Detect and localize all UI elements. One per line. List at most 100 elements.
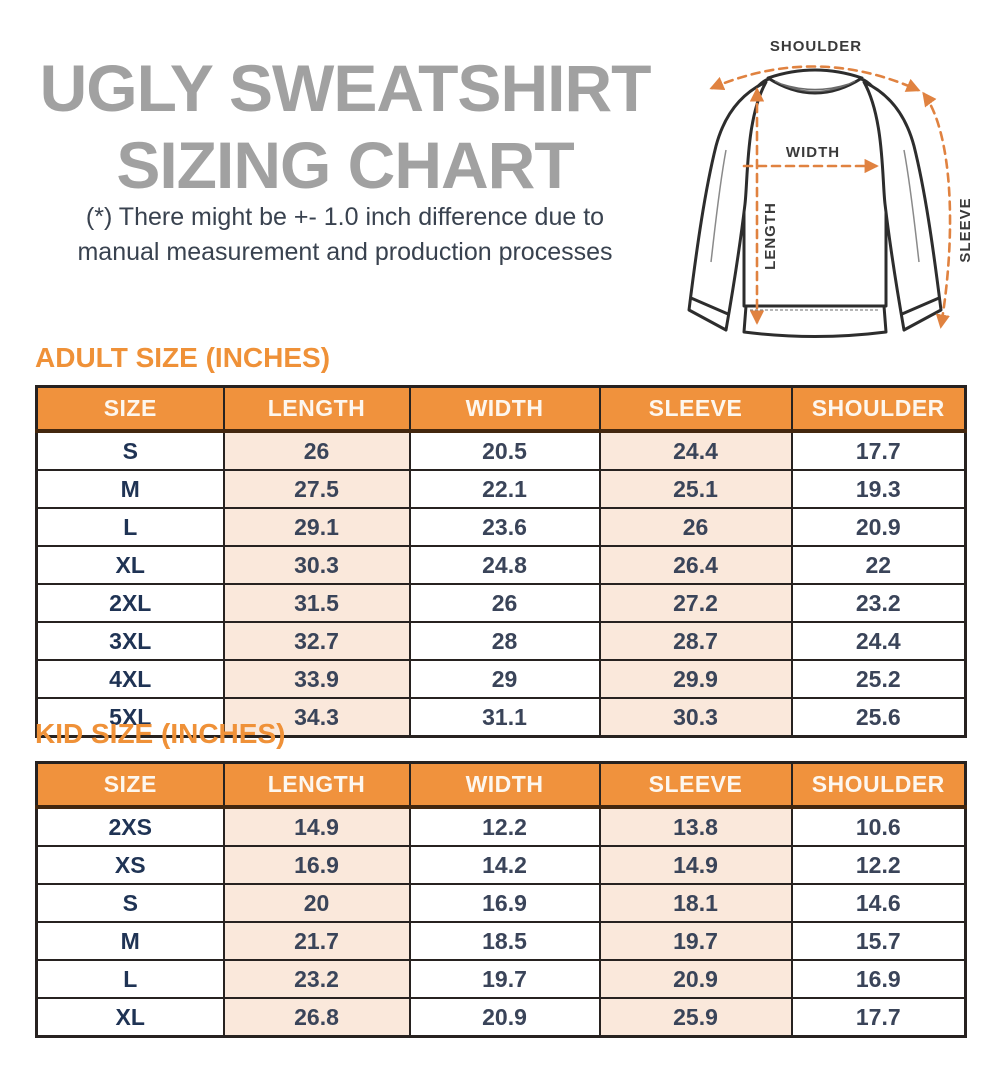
table-row: 2XL 31.5 26 27.2 23.2: [35, 583, 967, 623]
measurement-cell: 33.9: [222, 659, 411, 699]
table-row: 2XS 14.9 12.2 13.8 10.6: [35, 806, 967, 847]
measurement-cell: 25.1: [598, 469, 793, 509]
measurement-cell: 24.4: [598, 430, 793, 471]
size-cell: XS: [35, 845, 225, 885]
table-row: M 21.7 18.5 19.7 15.7: [35, 921, 967, 961]
measurement-cell: 18.5: [408, 921, 601, 961]
column-header-length: LENGTH: [222, 761, 411, 809]
measurement-cell: 14.2: [408, 845, 601, 885]
table-row: 3XL 32.7 28 28.7 24.4: [35, 621, 967, 661]
table-row: M 27.5 22.1 25.1 19.3: [35, 469, 967, 509]
measurement-cell: 26.4: [598, 545, 793, 585]
measurement-cell: 13.8: [598, 806, 793, 847]
length-label: LENGTH: [762, 202, 779, 270]
measurement-cell: 20.9: [790, 507, 967, 547]
width-label: WIDTH: [786, 144, 840, 161]
table-header-row: SIZE LENGTH WIDTH SLEEVE SHOULDER: [35, 761, 967, 809]
measurement-cell: 23.2: [222, 959, 411, 999]
table-row: 5XL 34.3 31.1 30.3 25.6: [35, 697, 967, 738]
sleeve-label: SLEEVE: [957, 197, 974, 262]
measurement-cell: 19.7: [598, 921, 793, 961]
table-row: L 23.2 19.7 20.9 16.9: [35, 959, 967, 999]
size-cell: L: [35, 507, 225, 547]
column-header-sleeve: SLEEVE: [598, 761, 793, 809]
column-header-width: WIDTH: [408, 761, 601, 809]
measurement-cell: 22: [790, 545, 967, 585]
table-row: L 29.1 23.6 26 20.9: [35, 507, 967, 547]
measurement-cell: 23.6: [408, 507, 601, 547]
measurement-cell: 31.5: [222, 583, 411, 623]
measurement-cell: 20.9: [408, 997, 601, 1038]
measurement-cell: 23.2: [790, 583, 967, 623]
measurement-cell: 14.9: [222, 806, 411, 847]
measurement-cell: 25.2: [790, 659, 967, 699]
measurement-cell: 20.5: [408, 430, 601, 471]
measurement-cell: 12.2: [790, 845, 967, 885]
page-title: UGLY SWEATSHIRT SIZING CHART: [20, 50, 670, 204]
measurement-cell: 30.3: [598, 697, 793, 738]
size-cell: S: [35, 430, 225, 471]
measurement-cell: 19.7: [408, 959, 601, 999]
column-header-width: WIDTH: [408, 385, 601, 433]
measurement-cell: 15.7: [790, 921, 967, 961]
size-cell: L: [35, 959, 225, 999]
size-cell: 2XS: [35, 806, 225, 847]
size-cell: M: [35, 469, 225, 509]
measurement-cell: 29.1: [222, 507, 411, 547]
column-header-sleeve: SLEEVE: [598, 385, 793, 433]
measurement-cell: 20.9: [598, 959, 793, 999]
table-row: XS 16.9 14.2 14.9 12.2: [35, 845, 967, 885]
measurement-cell: 30.3: [222, 545, 411, 585]
table-row: XL 30.3 24.8 26.4 22: [35, 545, 967, 585]
disclaimer-text: (*) There might be +- 1.0 inch differenc…: [20, 200, 670, 270]
size-cell: 3XL: [35, 621, 225, 661]
measurement-cell: 18.1: [598, 883, 793, 923]
measurement-cell: 34.3: [222, 697, 411, 738]
size-cell: 5XL: [35, 697, 225, 738]
measurement-cell: 26: [598, 507, 793, 547]
measurement-cell: 29.9: [598, 659, 793, 699]
size-cell: 4XL: [35, 659, 225, 699]
measurement-cell: 32.7: [222, 621, 411, 661]
table-row: XL 26.8 20.9 25.9 17.7: [35, 997, 967, 1038]
measurement-cell: 27.5: [222, 469, 411, 509]
measurement-cell: 17.7: [790, 997, 967, 1038]
measurement-cell: 24.4: [790, 621, 967, 661]
measurement-cell: 29: [408, 659, 601, 699]
adult-size-table: SIZE LENGTH WIDTH SLEEVE SHOULDER S 26 20.…: [35, 385, 967, 738]
shoulder-label: SHOULDER: [770, 38, 862, 55]
table-row: S 26 20.5 24.4 17.7: [35, 430, 967, 471]
disclaimer-line-2: manual measurement and production proces…: [77, 238, 613, 266]
disclaimer-line-1: (*) There might be +- 1.0 inch differenc…: [85, 203, 605, 231]
kid-size-table: SIZE LENGTH WIDTH SLEEVE SHOULDER 2XS 14.…: [35, 761, 967, 1038]
measurement-cell: 26: [408, 583, 601, 623]
column-header-shoulder: SHOULDER: [790, 761, 967, 809]
size-cell: XL: [35, 545, 225, 585]
column-header-shoulder: SHOULDER: [790, 385, 967, 433]
measurement-cell: 14.9: [598, 845, 793, 885]
measurement-cell: 28.7: [598, 621, 793, 661]
size-cell: XL: [35, 997, 225, 1038]
measurement-cell: 25.9: [598, 997, 793, 1038]
table-row: S 20 16.9 18.1 14.6: [35, 883, 967, 923]
measurement-cell: 31.1: [408, 697, 601, 738]
measurement-cell: 28: [408, 621, 601, 661]
measurement-cell: 16.9: [222, 845, 411, 885]
measurement-cell: 10.6: [790, 806, 967, 847]
page-title-line-1: UGLY SWEATSHIRT: [39, 51, 652, 125]
size-cell: M: [35, 921, 225, 961]
sweatshirt-outline-icon: [687, 68, 943, 338]
measurement-cell: 27.2: [598, 583, 793, 623]
column-header-size: SIZE: [35, 385, 225, 433]
measurement-cell: 16.9: [408, 883, 601, 923]
measurement-cell: 26.8: [222, 997, 411, 1038]
measurement-cell: 21.7: [222, 921, 411, 961]
measurement-cell: 19.3: [790, 469, 967, 509]
measurement-cell: 16.9: [790, 959, 967, 999]
shoulder-arrow-icon: [709, 65, 921, 92]
measurement-cell: 14.6: [790, 883, 967, 923]
table-row: 4XL 33.9 29 29.9 25.2: [35, 659, 967, 699]
page-title-line-2: SIZING CHART: [116, 128, 574, 202]
measurement-cell: 26: [222, 430, 411, 471]
